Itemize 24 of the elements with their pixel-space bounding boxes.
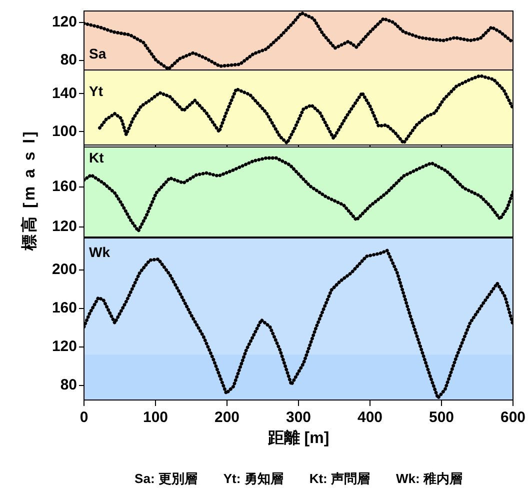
y-tick-label: 160 (52, 178, 77, 196)
annotation: Wk (89, 244, 110, 260)
x-tick-label: 200 (214, 409, 240, 426)
x-axis-title: 距離 [m] (266, 428, 330, 447)
y-axis-title: 標高 [m a s l] (20, 130, 40, 250)
y-tick-label: 80 (60, 52, 77, 69)
y-tick-label: 120 (52, 218, 77, 236)
y-tick-label: 80 (60, 376, 77, 394)
y-tick-label: 120 (52, 14, 77, 31)
y-tick-label: 160 (52, 300, 77, 317)
annotation: Sa (89, 45, 106, 62)
x-tick-label: 400 (357, 409, 383, 426)
annotation: Kt (89, 149, 104, 166)
annotation: Yt (89, 82, 104, 99)
x-tick-label: 600 (500, 409, 526, 426)
x-tick-label: 300 (286, 409, 312, 426)
x-tick-label: 0 (80, 409, 88, 426)
y-tick-label: 100 (52, 122, 77, 140)
y-tick-label: 200 (52, 260, 77, 278)
y-tick-label: 140 (52, 84, 77, 102)
y-tick-label: 120 (52, 338, 77, 356)
x-tick-label: 500 (428, 409, 454, 426)
text: Sa: 更別層 Yt: 勇知層 Kt: 声問層 Wk: 稚内層 (134, 470, 464, 488)
x-tick-label: 100 (142, 409, 168, 426)
